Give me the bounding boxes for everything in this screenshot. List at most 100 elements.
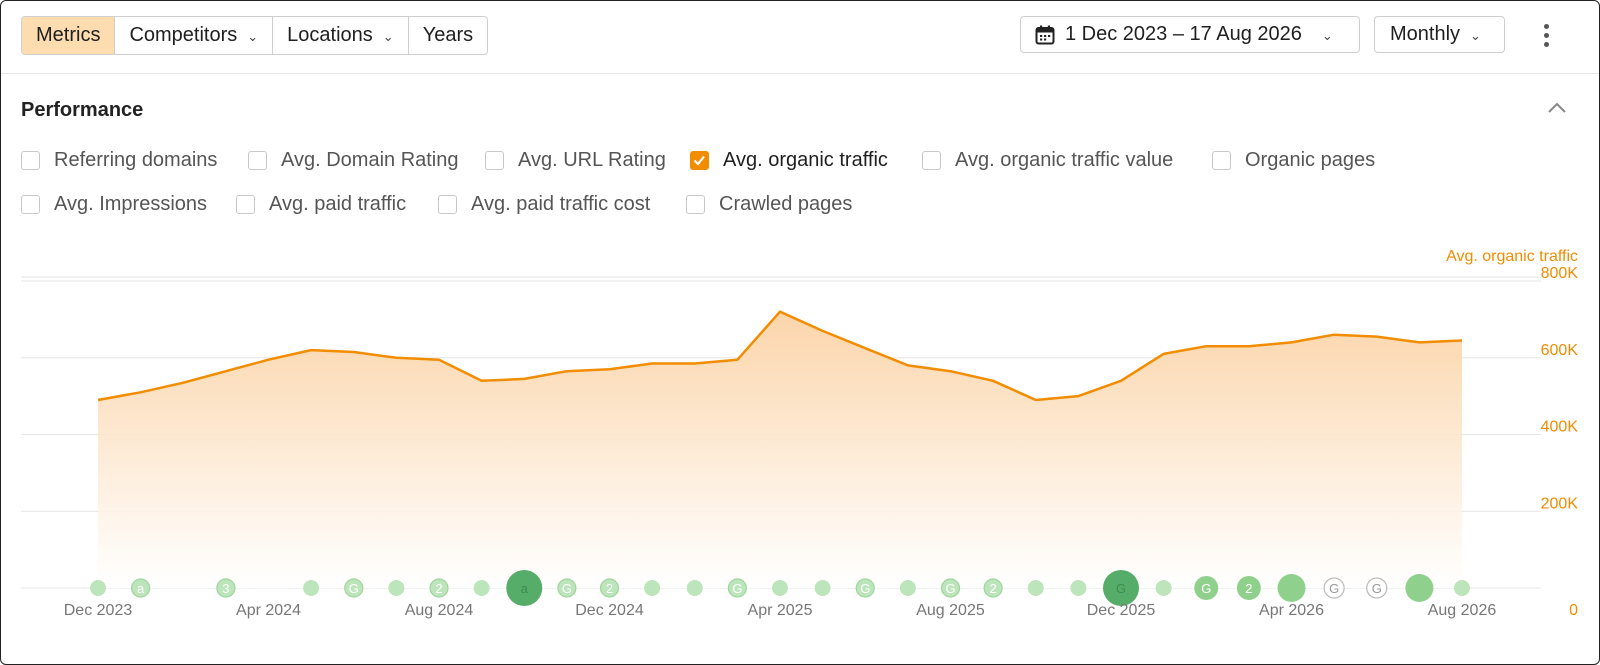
metric-avg-domain-rating[interactable]: Avg. Domain Rating <box>248 149 459 172</box>
event-marker[interactable] <box>1194 576 1219 600</box>
metric-avg-impressions[interactable]: Avg. Impressions <box>21 193 207 216</box>
section-title: Performance <box>21 99 144 121</box>
event-marker[interactable] <box>814 580 831 596</box>
view-tabs: Metrics Competitors ⌄ Locations ⌄ Years <box>21 16 489 55</box>
tab-years[interactable]: Years <box>409 17 487 54</box>
series-line <box>97 310 1463 402</box>
event-marker-label: G <box>860 581 870 596</box>
x-tick-label: Dec 2023 <box>64 602 133 619</box>
event-marker[interactable] <box>1027 580 1044 596</box>
event-marker[interactable] <box>940 578 961 598</box>
metric-label: Avg. paid traffic cost <box>471 193 651 215</box>
tab-metrics[interactable]: Metrics <box>22 17 116 54</box>
checkbox[interactable] <box>922 151 941 170</box>
checkbox[interactable] <box>686 195 705 214</box>
event-marker-label: 2 <box>1245 581 1252 596</box>
event-marker[interactable] <box>772 580 788 596</box>
event-marker[interactable] <box>983 578 1003 598</box>
chevron-down-icon: ⌄ <box>247 28 259 44</box>
event-marker[interactable] <box>388 580 405 596</box>
event-marker-label: 2 <box>606 581 613 596</box>
chevron-down-icon: ⌄ <box>1321 27 1333 43</box>
y-tick-label: 200K <box>1541 495 1579 512</box>
checkbox[interactable] <box>21 151 40 170</box>
event-marker-label: G <box>732 581 742 596</box>
x-tick-label: Apr 2025 <box>748 602 813 619</box>
checkbox[interactable] <box>21 195 40 214</box>
metric-avg-paid-traffic-cost[interactable]: Avg. paid traffic cost <box>438 193 650 216</box>
metric-label: Avg. organic traffic value <box>955 149 1174 171</box>
chevron-up-icon[interactable] <box>1546 100 1568 116</box>
checkbox[interactable] <box>236 195 255 214</box>
metric-crawled-pages[interactable]: Crawled pages <box>686 193 852 216</box>
metric-avg-organic-traffic-value[interactable]: Avg. organic traffic value <box>922 149 1173 172</box>
event-marker-label: a <box>521 581 529 596</box>
event-marker[interactable] <box>90 580 106 596</box>
event-marker[interactable] <box>855 578 875 598</box>
event-marker[interactable] <box>1236 576 1261 600</box>
event-marker-label: G <box>1116 581 1126 596</box>
toolbar: Metrics Competitors ⌄ Locations ⌄ Years <box>1 1 1599 74</box>
event-marker[interactable] <box>599 578 620 598</box>
event-marker-label: G <box>945 581 955 596</box>
checkbox[interactable] <box>248 151 267 170</box>
event-marker-label: a <box>137 581 145 596</box>
tab-competitors[interactable]: Competitors ⌄ <box>115 17 274 54</box>
date-range-picker[interactable]: 1 Dec 2023 – 17 Aug 2026 ⌄ <box>1020 16 1360 53</box>
event-marker[interactable] <box>686 580 703 596</box>
metric-label: Crawled pages <box>719 193 853 215</box>
event-marker-label: 3 <box>222 581 229 596</box>
event-marker[interactable] <box>473 580 490 596</box>
tab-metrics-label: Metrics <box>36 24 101 46</box>
tab-competitors-label: Competitors <box>129 24 238 46</box>
event-marker[interactable] <box>344 578 364 598</box>
x-tick-label: Apr 2026 <box>1259 602 1324 619</box>
date-range-label: 1 Dec 2023 – 17 Aug 2026 <box>1065 23 1302 45</box>
event-marker-label: G <box>1372 581 1382 596</box>
event-marker[interactable] <box>1277 574 1306 602</box>
event-marker[interactable] <box>429 578 449 598</box>
more-vertical-icon[interactable] <box>1533 19 1559 51</box>
chevron-down-icon: ⌄ <box>1470 27 1481 43</box>
event-marker[interactable] <box>1454 580 1470 596</box>
y-tick-label: 600K <box>1541 342 1579 359</box>
event-marker[interactable] <box>1070 580 1087 596</box>
checkbox[interactable] <box>438 195 457 214</box>
x-tick-label: Aug 2025 <box>916 602 985 619</box>
event-marker[interactable] <box>899 580 916 596</box>
event-marker[interactable] <box>303 580 320 596</box>
metric-label: Avg. organic traffic <box>723 149 888 171</box>
metric-label: Organic pages <box>1245 149 1376 171</box>
event-marker[interactable] <box>506 570 543 606</box>
event-marker[interactable] <box>644 580 661 596</box>
organic-traffic-chart: a 3 G 2 a G 2 G G G 2 G G 2 G G Dec 2023 Apr 2024 Aug 202… <box>21 248 1579 619</box>
period-label: Monthly <box>1390 23 1461 45</box>
checkbox-checked[interactable] <box>690 151 709 170</box>
event-marker[interactable] <box>131 578 151 598</box>
event-marker[interactable] <box>557 578 577 598</box>
event-marker[interactable] <box>1103 570 1139 606</box>
x-tick-label: Aug 2026 <box>1428 602 1497 619</box>
metric-avg-url-rating[interactable]: Avg. URL Rating <box>485 149 666 172</box>
checkbox[interactable] <box>1212 151 1231 170</box>
period-select[interactable]: Monthly ⌄ <box>1374 16 1505 53</box>
metric-label: Avg. URL Rating <box>518 149 666 171</box>
event-marker[interactable] <box>1323 577 1345 599</box>
metric-organic-pages[interactable]: Organic pages <box>1212 149 1375 172</box>
area-fill <box>98 311 1462 588</box>
checkbox[interactable] <box>485 151 504 170</box>
checkmark-icon <box>693 155 705 166</box>
event-marker[interactable] <box>216 578 236 598</box>
event-marker[interactable] <box>1405 574 1434 602</box>
event-marker-label: G <box>1201 581 1211 596</box>
event-marker[interactable] <box>727 578 747 598</box>
y-tick-label: 800K <box>1541 265 1579 282</box>
metric-avg-paid-traffic[interactable]: Avg. paid traffic <box>236 193 406 216</box>
event-marker[interactable] <box>1155 580 1172 596</box>
event-marker-label: 2 <box>435 581 442 596</box>
metric-referring-domains[interactable]: Referring domains <box>21 149 217 172</box>
tab-locations[interactable]: Locations ⌄ <box>273 17 409 54</box>
metric-avg-organic-traffic[interactable]: Avg. organic traffic <box>690 149 888 172</box>
event-marker[interactable] <box>1366 577 1388 599</box>
chevron-down-icon: ⌄ <box>382 28 394 44</box>
